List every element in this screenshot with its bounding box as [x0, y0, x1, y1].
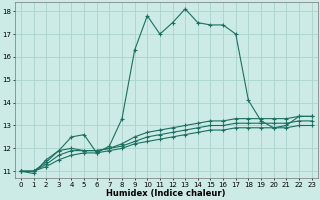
X-axis label: Humidex (Indice chaleur): Humidex (Indice chaleur) — [107, 189, 226, 198]
